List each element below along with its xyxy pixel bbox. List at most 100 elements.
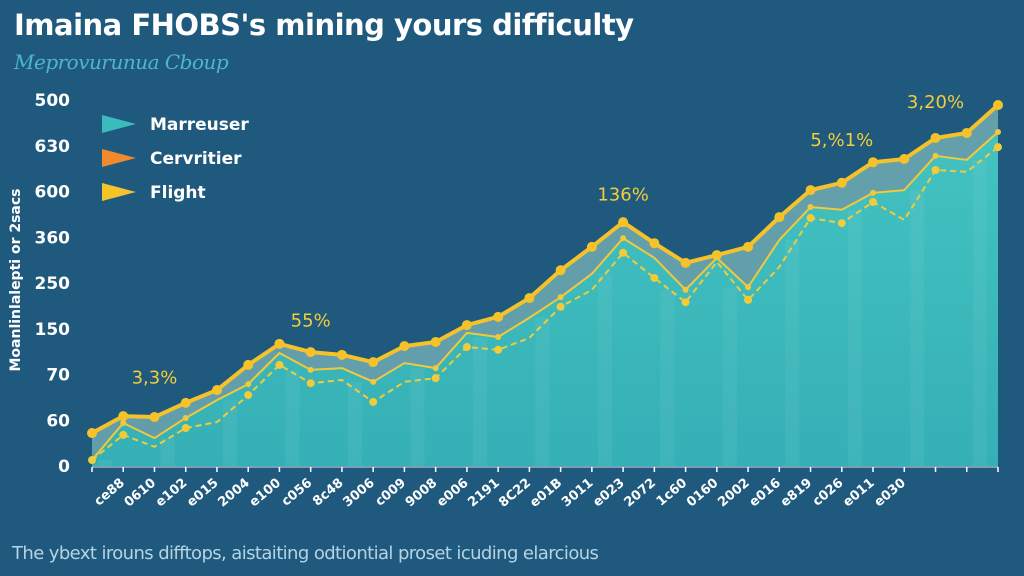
data-point — [681, 298, 690, 307]
x-tick-label: e01B — [527, 476, 565, 511]
data-point — [869, 198, 878, 207]
y-axis: 0 60 70 150 250 360 600 630 500 — [35, 91, 71, 477]
data-point — [181, 424, 190, 433]
y-tick-label: 60 — [46, 411, 70, 431]
x-tick-label: ce88 — [92, 476, 128, 510]
data-point — [993, 100, 1003, 111]
chart-footnote: The ybext irouns difftops, aistaiting od… — [12, 543, 599, 564]
data-point — [305, 347, 316, 358]
data-point — [682, 286, 689, 293]
data-point — [495, 333, 502, 340]
data-point — [120, 419, 127, 426]
data-point — [431, 374, 440, 383]
area-stripe — [535, 317, 550, 466]
data-point — [618, 217, 629, 228]
line-flight — [91, 146, 999, 461]
series-lines — [87, 100, 1003, 465]
data-point — [119, 430, 128, 439]
x-tick-label: e023 — [590, 476, 627, 511]
legend: Marreuser Cervritier Flight — [102, 115, 249, 203]
data-point — [370, 378, 377, 385]
area-stripe — [285, 369, 300, 466]
data-point — [88, 456, 96, 465]
data-point — [368, 357, 379, 368]
y-tick-label: 600 — [35, 183, 71, 203]
data-point — [836, 177, 847, 188]
area-stripe — [472, 336, 487, 466]
data-point — [807, 204, 814, 211]
data-point — [275, 360, 284, 369]
x-tick-label: c056 — [279, 476, 315, 510]
data-point — [837, 219, 846, 228]
area-stripes — [98, 159, 987, 467]
area-stripe — [660, 289, 675, 466]
area-stripe — [410, 368, 425, 466]
data-point — [307, 366, 314, 373]
y-tick-label: 630 — [35, 137, 71, 157]
x-tick-label: 8C22 — [496, 476, 534, 511]
data-point — [649, 238, 660, 249]
data-point — [211, 385, 222, 396]
data-point — [932, 152, 939, 159]
data-point — [586, 241, 597, 252]
chart-title: Imaina FHOBS's mining yours difficulty — [14, 8, 634, 42]
x-tick-label: e030 — [872, 476, 909, 511]
x-tick-label: 2002 — [715, 476, 752, 511]
x-tick-label: 3006 — [340, 476, 377, 511]
x-tick-label: 1c60 — [654, 476, 690, 510]
y-tick-label: 70 — [46, 366, 70, 386]
data-point — [149, 412, 160, 423]
data-point — [118, 411, 129, 422]
x-tick-label: e006 — [434, 476, 471, 511]
data-point — [868, 157, 879, 168]
data-point — [930, 132, 941, 143]
annotation-label: 3,3% — [132, 368, 178, 389]
x-tick-label: 3011 — [559, 476, 596, 511]
data-point — [745, 284, 752, 291]
data-point — [899, 154, 910, 165]
y-tick-label: 150 — [35, 320, 71, 340]
x-tick-label: c009 — [373, 476, 409, 510]
x-tick-label: e011 — [840, 476, 877, 511]
data-point — [961, 127, 972, 138]
annotation-label: 136% — [597, 185, 648, 206]
line-cervritier — [91, 131, 999, 461]
data-point — [182, 414, 189, 421]
x-tick-label: e100 — [247, 476, 284, 511]
data-point — [650, 273, 659, 282]
data-point — [557, 294, 564, 301]
annotation-label: 3,20% — [907, 92, 964, 113]
x-tick-label: 9008 — [403, 476, 440, 511]
data-point — [744, 295, 753, 304]
x-tick-label: 0160 — [684, 476, 721, 511]
legend-swatch-cervritier — [102, 149, 136, 167]
data-point — [931, 165, 940, 174]
area-stripe — [910, 190, 925, 466]
data-point — [995, 129, 1001, 136]
x-tick-label: 2004 — [215, 476, 252, 511]
data-point — [430, 337, 441, 348]
legend-label: Flight — [150, 183, 206, 203]
area-stripe — [722, 287, 737, 466]
area-stripe — [160, 438, 175, 466]
data-point — [774, 212, 785, 223]
x-tick-label: 0610 — [122, 476, 159, 511]
area-stripe — [785, 239, 800, 466]
data-point — [619, 248, 628, 257]
data-point — [180, 397, 191, 408]
data-point — [493, 311, 504, 322]
data-point — [556, 302, 565, 311]
chart-subtitle: Meprovurunua Cboup — [14, 50, 229, 74]
data-point — [805, 185, 816, 196]
data-point — [369, 397, 378, 406]
line-marreuser — [91, 103, 1000, 435]
x-tick-label: e819 — [778, 476, 815, 511]
area-stripe — [347, 381, 362, 466]
legend-swatch-flight — [102, 183, 136, 201]
annotations: 3,3% 55% 136% 5,%1% 3,20% — [132, 92, 964, 389]
data-point — [620, 235, 627, 242]
data-point — [870, 189, 877, 196]
data-point — [994, 143, 1002, 152]
area-stripe — [597, 273, 612, 466]
